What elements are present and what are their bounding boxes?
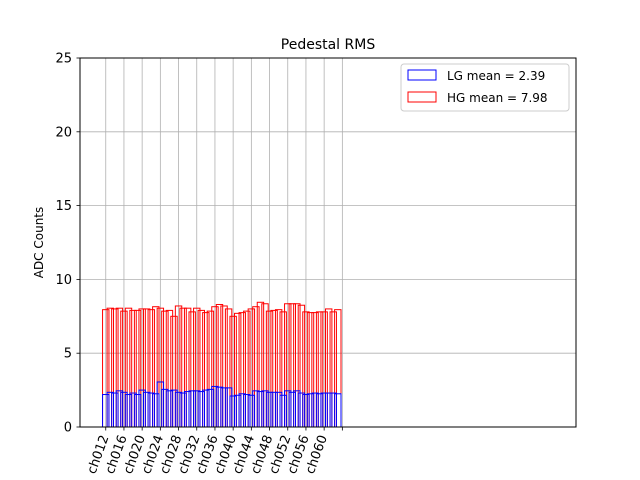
lg-bar-ch017 [124, 394, 133, 428]
lg-bar-ch026 [165, 390, 174, 428]
hg-bar-ch021 [143, 308, 151, 428]
hg-bar-ch042 [238, 312, 246, 428]
lg-bar-ch031 [188, 390, 196, 428]
lg-bar-ch050 [274, 391, 283, 428]
hg-bar-ch062 [329, 311, 337, 428]
hg-bar-ch014 [111, 308, 119, 428]
hg-bar-ch031 [188, 311, 196, 428]
hg-bar-ch050 [274, 309, 283, 428]
hg-bar-ch053 [288, 303, 297, 428]
hg-bar-ch029 [179, 307, 187, 428]
lg-bar-ch035 [206, 388, 215, 428]
y-axis-label: ADC Counts [32, 207, 46, 279]
lg-bar-ch049 [270, 391, 278, 428]
hg-bar-ch019 [133, 309, 142, 428]
lg-bar-ch054 [293, 390, 301, 428]
legend: LG mean = 2.39 HG mean = 7.98 [400, 63, 570, 112]
lg-bar-ch042 [238, 393, 246, 428]
lg-bar-ch037 [215, 386, 224, 428]
lg-bar-ch053 [288, 391, 297, 428]
lg-bar-ch062 [329, 392, 337, 428]
hg-bar-ch049 [270, 309, 278, 428]
axis-ticks: 0510152025ch012ch016ch020ch024ch028ch032… [55, 52, 343, 476]
hg-bar-ch027 [170, 315, 178, 428]
lg-bar-ch030 [183, 391, 192, 428]
y-tick-label: 5 [64, 347, 72, 362]
hg-bar-ch025 [161, 310, 169, 428]
hg-bar-ch043 [243, 310, 251, 428]
lg-bar-ch018 [129, 392, 137, 428]
legend-swatch-lg [407, 69, 437, 81]
lg-bar-ch013 [106, 391, 114, 428]
hg-bar-ch058 [311, 312, 319, 428]
hg-bar-ch054 [293, 303, 301, 428]
lg-bar-ch019 [133, 394, 142, 428]
lg-bar-ch047 [261, 390, 269, 428]
hg-bar-ch026 [165, 309, 174, 428]
lg-bar-ch058 [311, 392, 319, 428]
lg-bar-ch041 [234, 394, 242, 428]
hg-bar-ch013 [106, 307, 114, 428]
hg-bar-ch055 [297, 304, 306, 428]
lg-bar-ch051 [279, 394, 287, 428]
hg-bar-ch035 [206, 310, 215, 428]
lg-bar-ch034 [202, 389, 210, 428]
hg-bar-ch034 [202, 312, 210, 428]
lg-bar-ch025 [161, 388, 169, 428]
hg-bar-ch046 [256, 301, 265, 428]
hg-bar-ch059 [315, 311, 324, 428]
hg-bar-ch023 [152, 306, 160, 428]
y-tick-label: 25 [55, 52, 72, 67]
lg-bar-ch043 [243, 394, 251, 428]
y-tick-label: 0 [64, 421, 72, 436]
hg-bar-ch057 [306, 312, 315, 428]
hg-bar-ch045 [252, 306, 260, 428]
lg-bar-ch063 [334, 393, 342, 428]
hg-bar-ch039 [224, 308, 233, 428]
lg-bar-ch022 [147, 392, 155, 428]
hg-bar-ch033 [197, 309, 206, 428]
lg-bar-ch015 [115, 390, 124, 428]
plot-frame [79, 57, 577, 428]
lg-bar-ch014 [111, 392, 119, 428]
hg-bar-ch047 [261, 303, 269, 428]
chart-title: Pedestal RMS [281, 37, 376, 53]
hg-bar-ch018 [129, 309, 137, 428]
legend-label-hg: HG mean = 7.98 [447, 91, 548, 105]
legend-swatch-hg [407, 91, 437, 103]
y-tick-label: 15 [55, 199, 72, 214]
hg-bar-ch041 [234, 312, 242, 428]
hg-bar-ch030 [183, 307, 192, 428]
hg-bar-ch022 [147, 309, 155, 428]
lg-bar-ch059 [315, 393, 324, 428]
lg-bar-ch039 [224, 387, 233, 428]
hg-bar-ch051 [279, 311, 287, 428]
lg-bar-ch027 [170, 389, 178, 428]
lg-bar-ch033 [197, 391, 206, 428]
lg-bar-ch046 [256, 391, 265, 428]
lg-bar-ch023 [152, 393, 160, 428]
hg-bar-ch038 [220, 305, 228, 428]
lg-bar-ch029 [179, 392, 187, 428]
lg-bar-ch038 [220, 387, 228, 428]
bars [102, 301, 342, 428]
legend-box [400, 63, 570, 112]
lg-bar-ch055 [297, 392, 306, 428]
lg-bar-ch021 [143, 391, 151, 428]
lg-bar-ch057 [306, 393, 315, 428]
legend-label-lg: LG mean = 2.39 [447, 69, 545, 83]
lg-bar-ch061 [325, 392, 333, 428]
hg-bar-ch061 [325, 308, 333, 428]
lg-bar-ch045 [252, 390, 260, 428]
hg-bar-ch063 [334, 309, 342, 428]
y-tick-label: 20 [55, 125, 72, 140]
hg-bar-ch015 [115, 307, 124, 428]
y-tick-label: 10 [55, 273, 72, 288]
hg-bar-ch037 [215, 303, 224, 428]
hg-bar-ch017 [124, 307, 133, 428]
